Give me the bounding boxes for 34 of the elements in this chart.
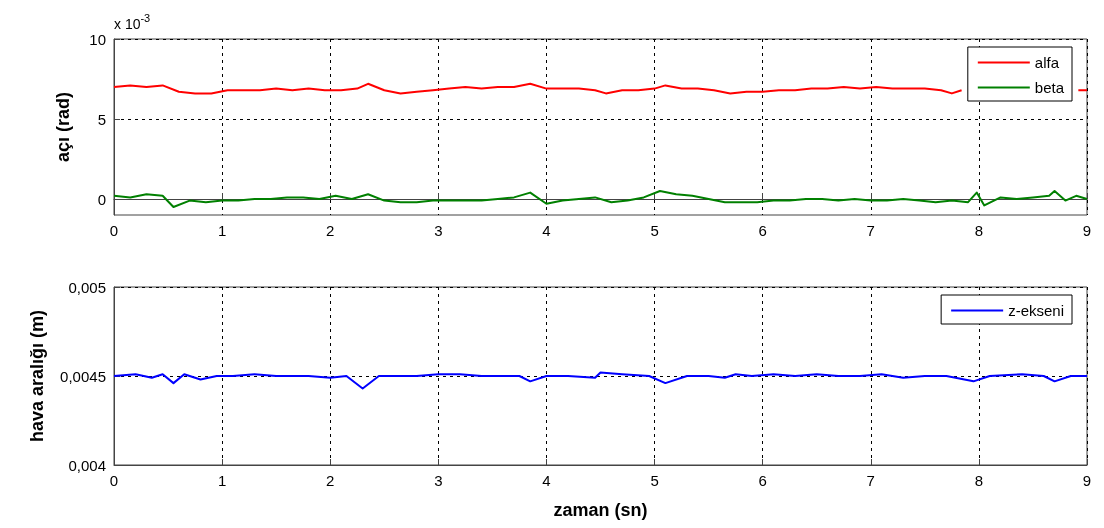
x-tick-label: 9 xyxy=(1082,222,1092,239)
legend-label: alfa xyxy=(1034,54,1060,71)
y-axis-title: açı (rad) xyxy=(53,91,73,163)
x-axis-title: zaman (sn) xyxy=(553,500,648,520)
line-series xyxy=(113,190,1088,208)
y-tick-label: 10 xyxy=(89,30,106,48)
x-tick-label: 4 xyxy=(542,472,551,489)
x-tick-label: 5 xyxy=(650,222,659,239)
y-tick-label: 0 xyxy=(97,190,106,208)
y-tick-label: 0,0045 xyxy=(60,367,106,385)
x-tick-label: 4 xyxy=(542,222,551,239)
x-tick-label: 6 xyxy=(758,222,767,239)
y-tick-label: 5 xyxy=(97,110,106,128)
x-tick-label: 7 xyxy=(866,222,875,239)
y-tick-label: 0,004 xyxy=(68,456,106,474)
x-tick-label: 9 xyxy=(1082,472,1092,489)
x-tick-label: 8 xyxy=(974,222,984,239)
x-tick-label: 2 xyxy=(326,222,335,239)
legend-label: z-ekseni xyxy=(1008,302,1064,319)
x-tick-label: 5 xyxy=(650,472,659,489)
legend-label: beta xyxy=(1034,79,1065,96)
x-tick-label: 6 xyxy=(758,472,767,489)
x-tick-label: 0 xyxy=(109,472,119,489)
x-tick-label: 7 xyxy=(866,472,875,489)
x-tick-label: 3 xyxy=(434,222,443,239)
x-tick-label: 1 xyxy=(217,222,227,239)
y-axis-title: hava aralığı (m) xyxy=(27,309,47,443)
x-tick-label: 3 xyxy=(434,472,443,489)
x-tick-label: 2 xyxy=(326,472,335,489)
x-tick-label: 1 xyxy=(217,472,227,489)
x-tick-label: 0 xyxy=(109,222,119,239)
x-tick-label: 8 xyxy=(974,472,984,489)
line-series xyxy=(113,371,1088,390)
y-tick-label: 0,005 xyxy=(68,278,106,296)
